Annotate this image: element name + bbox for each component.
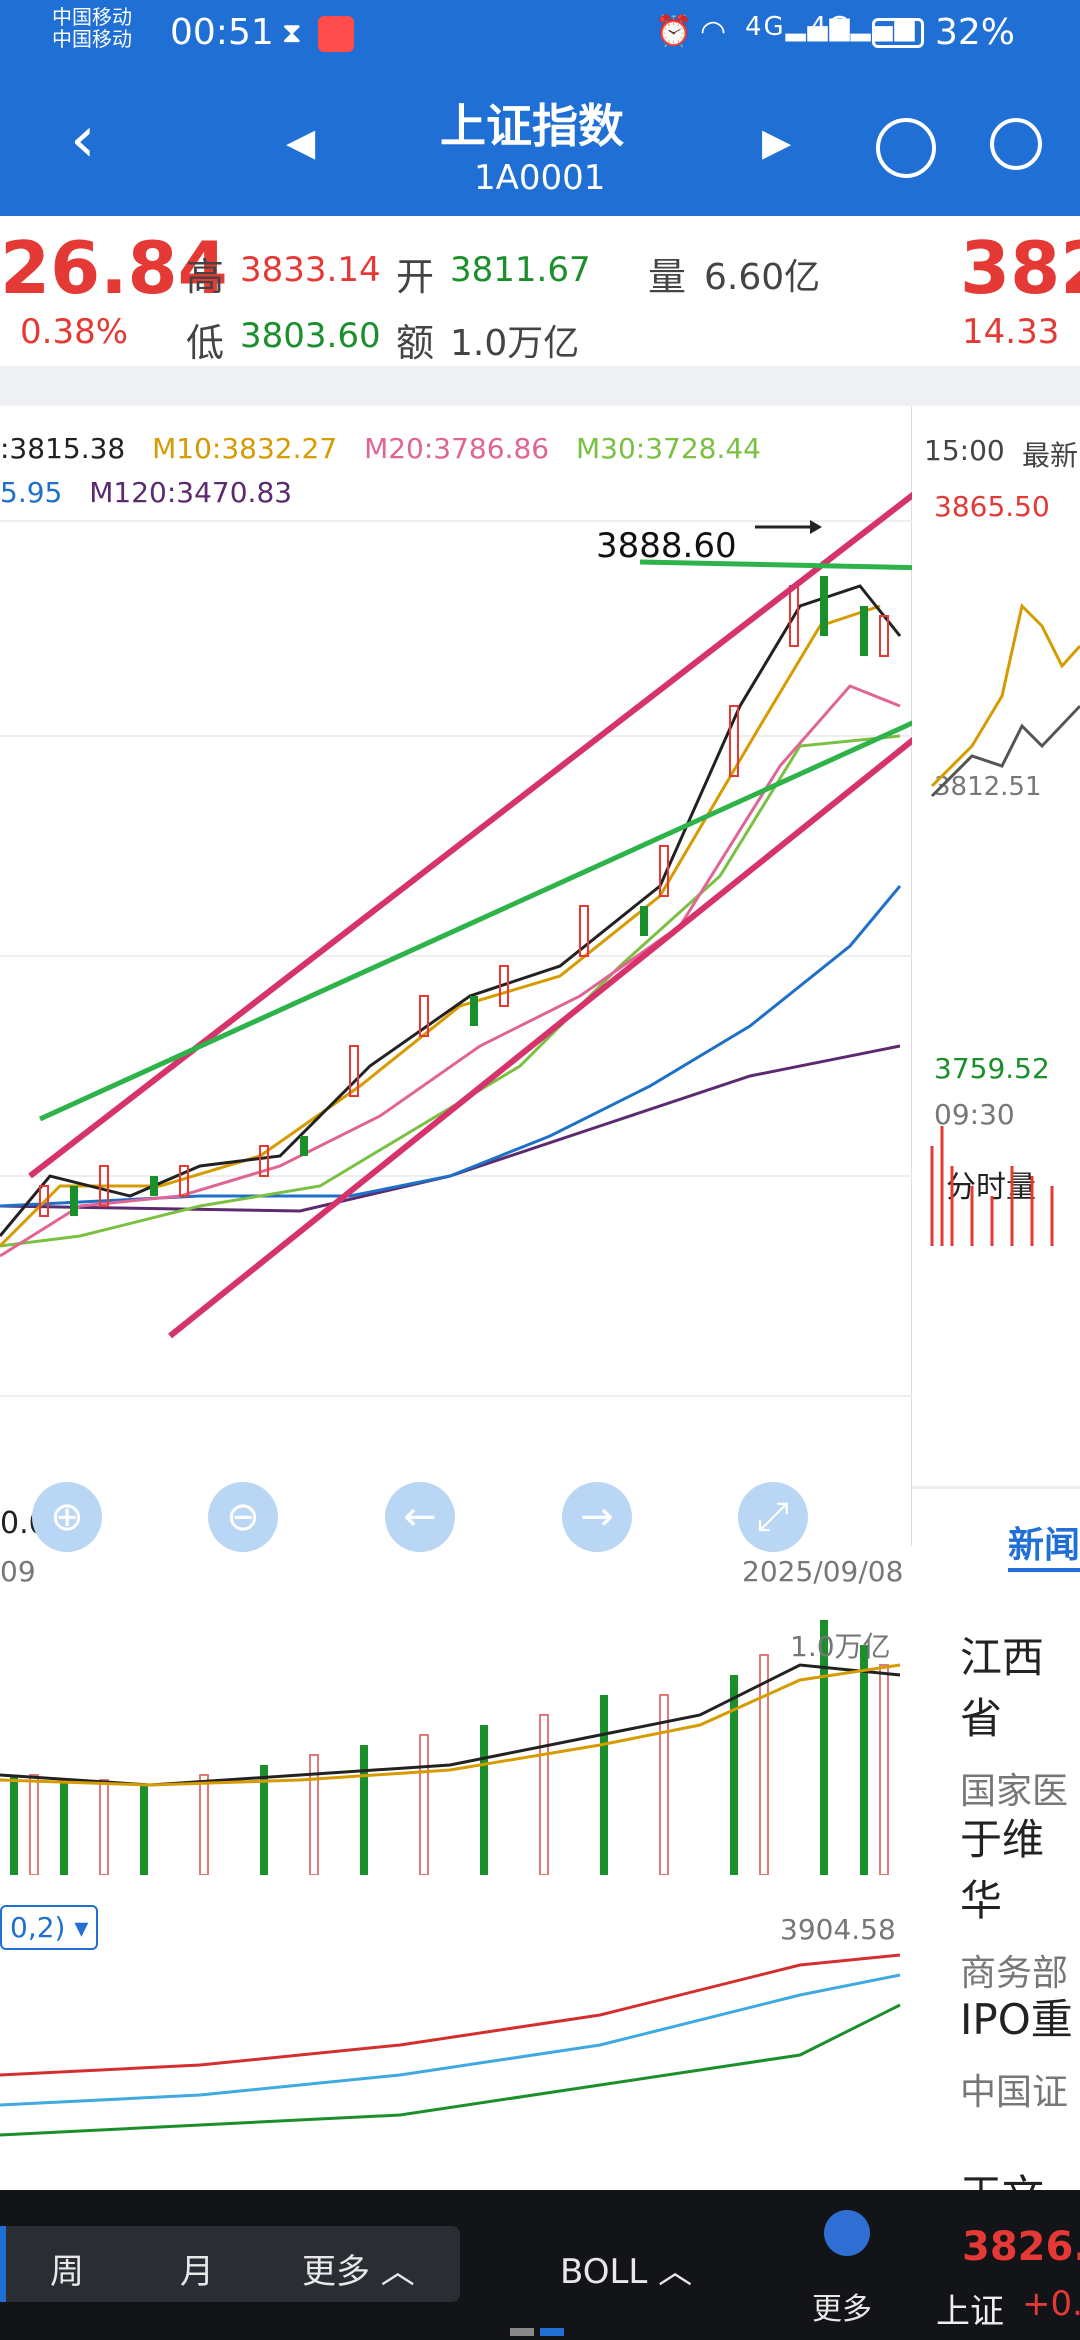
intraday-end-time: 15:00	[924, 434, 1005, 467]
volume-svg	[0, 1620, 901, 1876]
intraday-start-time: 09:30	[934, 1098, 1015, 1131]
ma60-label: 5.95	[0, 476, 63, 509]
news-sub: 中国证	[960, 2072, 1069, 2113]
open-label: 开	[396, 255, 435, 299]
boll-value: 3904.58	[780, 1913, 896, 1946]
boll-params-dropdown[interactable]: 0,2) ▾	[0, 1905, 99, 1950]
boll-svg	[0, 1953, 901, 2137]
bottom-bar: 周 月 更多 ︿ BOLL ︿ 更多 3826.8 上证 +0.	[0, 2190, 1080, 2340]
carrier-1: 中国移动	[52, 5, 132, 29]
nav-bar: ‹ ◀ 上证指数 1A0001 ▶	[0, 80, 1080, 216]
index-change: +0.	[1022, 2284, 1080, 2324]
peak-price-label: 3888.60	[596, 526, 737, 566]
alarm-icon: ⏰	[655, 14, 693, 49]
news-item[interactable]: 江西省 国家医	[960, 1624, 1080, 1814]
wifi-icon: ◠	[700, 14, 727, 49]
news-title: 于维华	[960, 1815, 1045, 1925]
news-sub: 商务部	[960, 1953, 1069, 1994]
news-item[interactable]: 于维华 商务部	[960, 1806, 1080, 1996]
ma10-label: M10:3832.27	[152, 432, 338, 465]
current-price: 26.84	[0, 226, 228, 310]
kline-chart[interactable]: :3815.38 M10:3832.27 M20:3786.86 M30:372…	[0, 406, 912, 1552]
volume-label: 量	[648, 255, 687, 299]
active-period-indicator	[0, 2226, 6, 2302]
ma120-label: M120:3470.83	[89, 476, 293, 509]
tab-more-label: 更多	[302, 2252, 370, 2292]
volume-value: 6.60亿	[704, 257, 821, 298]
latest-label: 最新	[1022, 439, 1079, 472]
boll-chart[interactable]: 0,2) ▾ 3904.58	[0, 1905, 912, 2175]
change-percent: 0.38%	[20, 312, 129, 352]
ma20-label: M20:3786.86	[364, 432, 550, 465]
status-bar: 中国移动 中国移动 00:51 ⧗ ⏰ ◠ 4G▂▄▆ 4G▂▄▆ 32%	[0, 0, 1080, 80]
news-title: 江西省	[960, 1633, 1045, 1743]
right-change: 14.33	[962, 312, 1060, 352]
indicator-boll[interactable]: BOLL ︿	[560, 2252, 693, 2292]
hourglass-icon: ⧗	[282, 16, 302, 49]
tab-month[interactable]: 月	[180, 2252, 214, 2292]
pan-right-button[interactable]: →	[562, 1482, 632, 1552]
app-notification-icon	[318, 16, 354, 52]
next-stock-icon[interactable]: ▶	[762, 120, 792, 164]
chat-icon[interactable]	[876, 118, 936, 178]
low-label: 低	[186, 321, 225, 365]
zoom-out-button[interactable]: ⊖	[208, 1482, 278, 1552]
right-price: 382	[960, 226, 1080, 310]
pan-left-button[interactable]: ←	[385, 1482, 455, 1552]
quote-panel: 26.84 0.38% 高 3833.14 开 3811.67 量 6.60亿 …	[0, 216, 1080, 366]
more-icon[interactable]	[824, 2210, 870, 2256]
ma5-label: :3815.38	[0, 432, 126, 465]
date-left: 09	[0, 1555, 36, 1588]
amount-label: 额	[396, 321, 435, 365]
back-icon[interactable]: ‹	[70, 103, 96, 177]
period-group	[0, 2226, 460, 2302]
search-icon[interactable]	[990, 118, 1042, 170]
intraday-panel: 15:00 最新 3865.50 3812.51 3759.52 09:30 分…	[912, 406, 1080, 2281]
tab-more-periods[interactable]: 更多 ︿	[302, 2252, 415, 2292]
boll-label: BOLL	[560, 2252, 648, 2292]
carrier-2: 中国移动	[52, 27, 132, 51]
ma-legend-2: 5.95 M120:3470.83	[0, 476, 292, 509]
more-button[interactable]: 更多	[812, 2292, 872, 2327]
page-title: 上证指数	[440, 99, 624, 153]
volume-value-label: 1.0万亿	[790, 1630, 891, 1663]
news-sub: 国家医	[960, 1771, 1069, 1812]
battery-percent: 32%	[935, 12, 1016, 53]
fullscreen-button[interactable]: ⤢	[738, 1482, 808, 1552]
index-value: 3826.8	[962, 2224, 1080, 2270]
stock-code: 1A0001	[474, 158, 606, 198]
zoom-in-button[interactable]: ⊕	[32, 1482, 102, 1552]
status-time: 00:51	[170, 12, 274, 53]
ma30-label: M30:3728.44	[575, 432, 761, 465]
separator	[0, 366, 1080, 406]
date-right: 2025/09/08	[742, 1555, 904, 1588]
carrier-info: 中国移动 中国移动	[52, 6, 132, 50]
high-label: 高	[186, 255, 225, 299]
signal-icon: 4G▂▄▆	[745, 12, 852, 42]
signal-icon-2: 4G▂▄▆	[810, 12, 917, 42]
news-tab[interactable]: 新闻	[1008, 1525, 1080, 1566]
amount-value: 1.0万亿	[450, 323, 580, 364]
news-title: IPO重	[960, 1995, 1073, 2044]
page-indicator-active	[540, 2328, 564, 2336]
news-divider	[912, 1486, 1080, 1489]
intraday-low: 3759.52	[934, 1052, 1050, 1085]
index-label: 上证	[936, 2292, 1004, 2332]
low-value: 3803.60	[240, 316, 381, 356]
volume-chart[interactable]: 1.0万亿	[0, 1605, 912, 1876]
intraday-high: 3865.50	[934, 490, 1050, 523]
tab-week[interactable]: 周	[50, 2252, 84, 2292]
battery-icon	[872, 18, 924, 48]
news-item[interactable]: IPO重 中国证	[960, 1986, 1073, 2115]
ma-legend: :3815.38 M10:3832.27 M20:3786.86 M30:372…	[0, 432, 761, 465]
boll-params: 0,2)	[10, 1911, 66, 1944]
page-indicator	[510, 2328, 534, 2336]
news-tab-underline	[1008, 1568, 1080, 1572]
kline-svg	[0, 491, 912, 1397]
intraday-svg	[930, 603, 1080, 1246]
prev-stock-icon[interactable]: ◀	[286, 120, 316, 164]
high-value: 3833.14	[240, 250, 381, 290]
open-value: 3811.67	[450, 250, 591, 290]
